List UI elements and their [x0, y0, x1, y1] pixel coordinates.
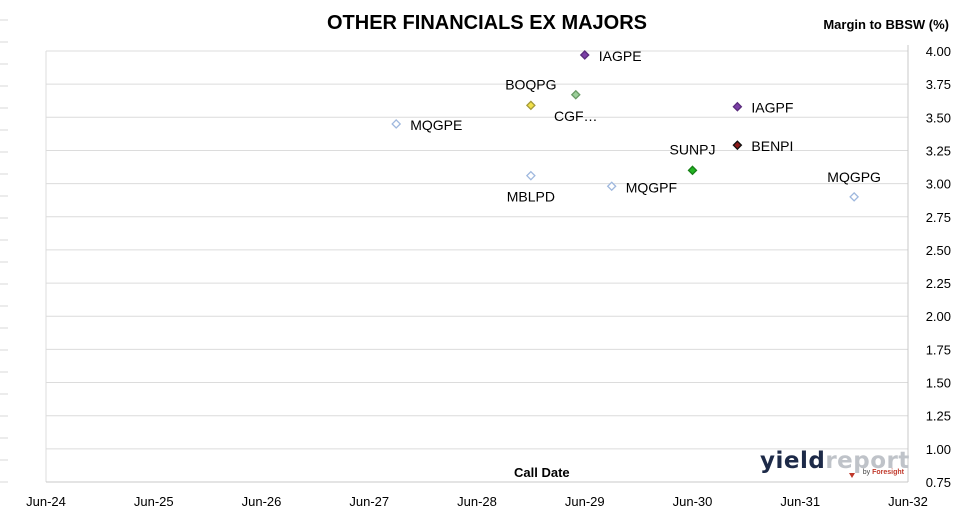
data-label: IAGPE: [599, 48, 642, 64]
x-axis-label: Call Date: [514, 465, 570, 480]
y-tick-label: 2.00: [926, 309, 951, 324]
y-tick-label: 2.75: [926, 210, 951, 225]
data-label: IAGPF: [751, 100, 793, 116]
y-tick-label: 2.25: [926, 276, 951, 291]
y-tick-label: 1.25: [926, 409, 951, 424]
data-point: [732, 140, 743, 151]
x-tick-label: Jun-27: [349, 494, 389, 509]
logo-wordmark: yieldreport: [760, 448, 910, 474]
x-tick-label: Jun-32: [888, 494, 928, 509]
x-tick-label: Jun-30: [673, 494, 713, 509]
y-tick-label: 3.25: [926, 143, 951, 158]
x-tick-label: Jun-24: [26, 494, 66, 509]
y-tick-label: 3.75: [926, 77, 951, 92]
data-point: [849, 191, 860, 202]
data-point: [525, 100, 536, 111]
y-tick-label: 2.50: [926, 243, 951, 258]
y-tick-label: 3.50: [926, 110, 951, 125]
y-tick-label: 3.00: [926, 177, 951, 192]
x-tick-label: Jun-31: [780, 494, 820, 509]
data-point: [732, 101, 743, 112]
x-tick-label: Jun-29: [565, 494, 605, 509]
x-tick-label: Jun-26: [242, 494, 282, 509]
data-point: [525, 170, 536, 181]
data-point: [606, 181, 617, 192]
y-tick-label: 4.00: [926, 44, 951, 59]
x-tick-label: Jun-25: [134, 494, 174, 509]
data-label: BOQPG: [505, 76, 556, 92]
data-point: [579, 50, 590, 60]
data-label: MQGPG: [827, 169, 881, 185]
x-tick-label: Jun-28: [457, 494, 497, 509]
data-label: CGF…: [554, 108, 598, 124]
y-tick-label: 1.50: [926, 376, 951, 391]
data-label: MQGPE: [410, 117, 462, 133]
y-tick-label: 1.75: [926, 342, 951, 357]
data-label: BENPI: [751, 138, 793, 154]
data-label: MBLPD: [507, 189, 555, 205]
data-point: [391, 119, 402, 129]
chart-title: OTHER FINANCIALS EX MAJORS: [326, 12, 648, 34]
data-label: MQGPF: [626, 179, 677, 195]
logo-byline: by Foresight: [862, 469, 904, 476]
y-tick-label: 1.00: [926, 442, 951, 457]
yieldreport-logo: yieldreport by Foresight: [760, 448, 910, 480]
data-point: [570, 89, 581, 100]
y-axis-label: Margin to BBSW (%): [823, 17, 949, 32]
data-point: [687, 165, 698, 176]
data-label: SUNPJ: [670, 141, 716, 157]
y-tick-label: 0.75: [926, 475, 951, 490]
logo-arrow-icon: [849, 473, 855, 478]
